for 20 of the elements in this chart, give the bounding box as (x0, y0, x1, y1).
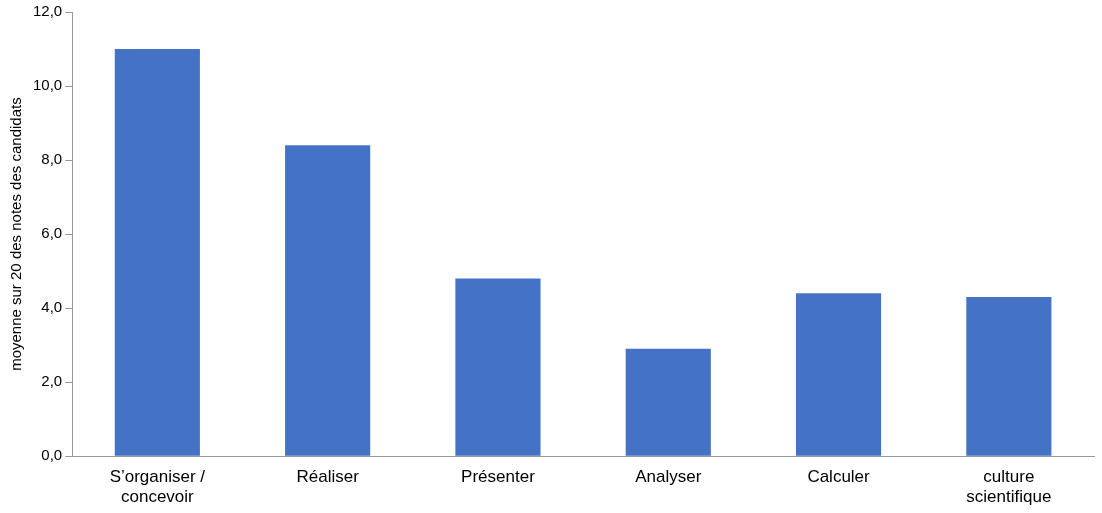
y-tick-label: 10,0 (32, 76, 63, 94)
y-axis-title: moyenne sur 20 des notes des candidats (7, 97, 25, 371)
y-tick-label: 0,0 (41, 446, 63, 464)
y-tick-label: 2,0 (41, 372, 63, 390)
y-tick-label: 12,0 (32, 2, 63, 20)
bar (285, 145, 371, 456)
bar (795, 293, 882, 456)
x-tick-label: S’organiser / concevoir (109, 467, 206, 507)
x-tick-label: Réaliser (296, 467, 360, 487)
y-tick-label: 8,0 (41, 150, 63, 168)
x-tick-label: Présenter (461, 467, 536, 487)
y-tick-label: 4,0 (41, 298, 63, 316)
x-tick-label: Analyser (635, 467, 702, 487)
y-tick-label: 6,0 (41, 224, 63, 242)
x-tick-label: culture scientifique (966, 467, 1052, 507)
bar (455, 278, 541, 456)
bar (114, 49, 200, 456)
bar (966, 297, 1052, 456)
bar (625, 348, 711, 456)
x-tick-label: Calculer (807, 467, 871, 487)
